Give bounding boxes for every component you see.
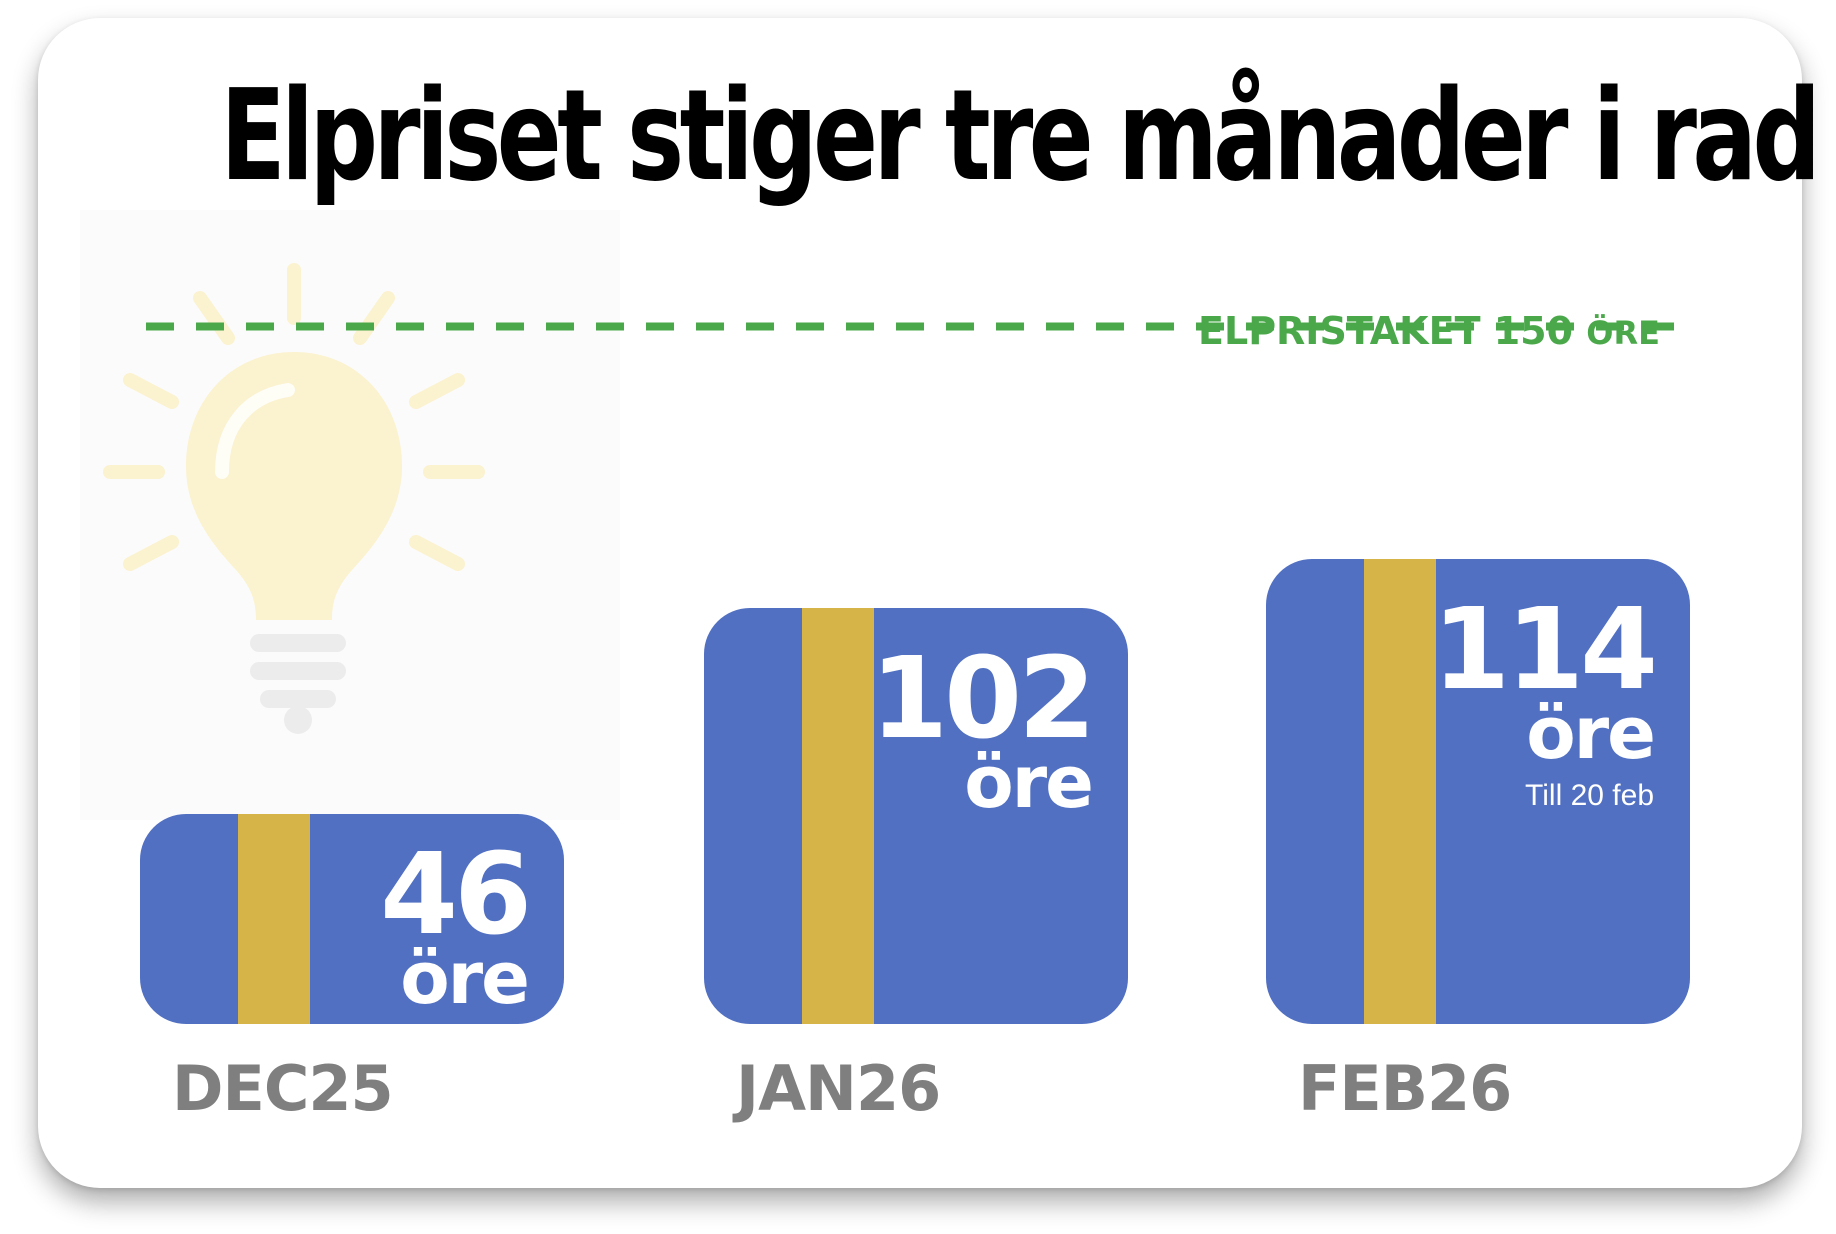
bar-value-block: 102 öre — [870, 633, 1096, 825]
bar-note-label: Till 20 feb — [1525, 778, 1654, 812]
bar-unit-label: öre — [1526, 691, 1656, 776]
reference-line-label-unit: ÖRE — [1586, 314, 1660, 352]
bar-value-block: 114 öre Till 20 feb — [1432, 584, 1658, 812]
bar-value-block: 46 öre — [380, 830, 532, 1021]
bar-unit-label: öre — [400, 936, 530, 1021]
category-label-dec25: DEC25 — [172, 1052, 394, 1125]
category-label-feb26: FEB26 — [1298, 1052, 1512, 1125]
bar-unit-label: öre — [964, 740, 1094, 825]
bar-jan26: 102 öre — [704, 607, 1128, 1024]
reference-line-label: ELPRISTAKET 150 ÖRE — [1100, 309, 1660, 353]
bar-stripe — [1364, 558, 1436, 1024]
lightbulb-icon — [80, 210, 620, 820]
reference-line-label-main: ELPRISTAKET 150 — [1198, 309, 1574, 353]
category-label-jan26: JAN26 — [736, 1052, 941, 1125]
bar-value-label: 102 — [870, 633, 1096, 764]
bar-stripe — [238, 814, 310, 1024]
bar-value-label: 114 — [1432, 584, 1658, 715]
bar-stripe — [802, 607, 874, 1024]
bar-feb26: 114 öre Till 20 feb — [1266, 558, 1690, 1024]
bar-value-label: 46 — [380, 830, 532, 960]
bar-dec25: 46 öre — [140, 814, 564, 1024]
chart-title: Elpriset stiger tre månader i rad — [220, 62, 1821, 209]
